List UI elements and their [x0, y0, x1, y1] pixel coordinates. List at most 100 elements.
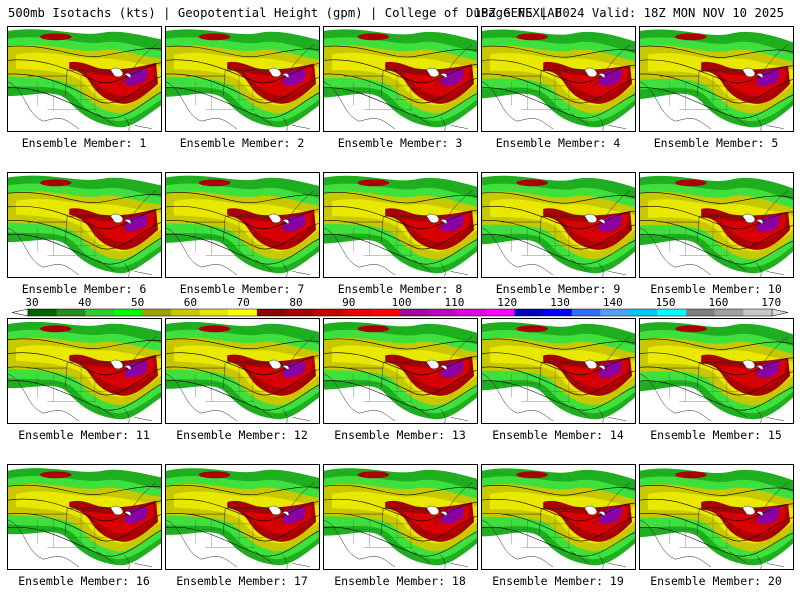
- colorbar-swatch: [571, 309, 601, 316]
- map-svg: [640, 29, 793, 131]
- ensemble-member-label: Ensemble Member: 8: [337, 282, 463, 296]
- height-contour: [482, 338, 635, 350]
- map-svg: [640, 175, 793, 277]
- height-contour: [324, 352, 477, 376]
- height-contour: [482, 206, 635, 230]
- great-lakes: [742, 359, 764, 371]
- ensemble-member-map: [481, 172, 636, 278]
- great-lakes: [584, 67, 606, 79]
- height-contour: [8, 73, 161, 104]
- isotach-band: [357, 325, 390, 333]
- great-lakes: [742, 67, 764, 79]
- colorbar-swatch: [85, 309, 115, 316]
- height-contour: [482, 485, 635, 496]
- map-svg: [166, 468, 319, 569]
- height-contour: [640, 513, 793, 542]
- coastline: [440, 117, 469, 131]
- isotach-band: [516, 179, 548, 187]
- ensemble-member-map: [165, 26, 320, 132]
- coastline: [282, 117, 311, 131]
- height-contour: [166, 498, 319, 522]
- ensemble-member-label: Ensemble Member: 3: [337, 136, 463, 150]
- isotach-band: [198, 33, 231, 41]
- ensemble-member-label: Ensemble Member: 20: [650, 574, 782, 588]
- height-contour: [324, 485, 477, 496]
- ensemble-member-map: [323, 464, 478, 570]
- coastline: [324, 482, 473, 568]
- colorbar-swatch: [142, 309, 172, 316]
- height-contour: [324, 513, 477, 542]
- coastline: [640, 190, 789, 276]
- ensemble-member-map: [7, 172, 162, 278]
- isotach-band: [675, 325, 707, 333]
- coastline: [756, 409, 785, 423]
- isotach-band: [282, 69, 307, 86]
- great-lakes: [584, 359, 606, 371]
- coastline: [282, 263, 311, 277]
- ensemble-member-map: [481, 464, 636, 570]
- colorbar-swatch: [256, 309, 286, 316]
- isotach-band: [598, 69, 623, 87]
- coastline: [640, 44, 789, 130]
- colorbar-tick-label: 50: [131, 296, 144, 309]
- ensemble-member-label: Ensemble Member: 5: [653, 136, 779, 150]
- isotach-colorbar: 30 40 50 60 70 80 90 100 110 120 130 140 150 160 170: [0, 295, 800, 325]
- coastline: [598, 555, 627, 569]
- height-contour: [324, 205, 477, 230]
- ensemble-member-label: Ensemble Member: 14: [492, 428, 624, 442]
- coastline: [124, 117, 153, 131]
- great-lakes: [110, 213, 132, 225]
- isotach-band: [675, 471, 707, 479]
- great-lakes: [742, 213, 764, 225]
- state-borders: [501, 222, 581, 258]
- state-borders: [501, 368, 581, 404]
- great-lakes: [268, 67, 290, 79]
- coastline: [124, 263, 153, 277]
- map-svg: [8, 175, 161, 277]
- height-contour: [166, 73, 319, 104]
- isotach-band: [357, 179, 390, 187]
- isotach-band: [516, 33, 548, 41]
- height-contour: [640, 338, 793, 350]
- state-borders: [343, 368, 423, 404]
- state-borders: [659, 222, 739, 258]
- colorbar-swatch: [485, 309, 515, 316]
- colorbar-swatch: [113, 309, 143, 316]
- ensemble-member-label: Ensemble Member: 11: [18, 428, 150, 442]
- coastline: [756, 263, 785, 277]
- ensemble-member-label: Ensemble Member: 13: [334, 428, 466, 442]
- coastline: [598, 263, 627, 277]
- ensemble-member-map: [7, 26, 162, 132]
- isotach-band: [357, 33, 390, 41]
- ensemble-member-label: Ensemble Member: 12: [176, 428, 308, 442]
- state-borders: [27, 222, 107, 258]
- isotach-band: [39, 471, 72, 479]
- height-contour: [324, 59, 477, 84]
- state-borders: [659, 368, 739, 404]
- state-borders: [659, 514, 739, 550]
- title-right: 18Z GEFS | F024 Valid: 18Z MON NOV 10 20…: [473, 6, 784, 20]
- height-contour: [640, 206, 793, 230]
- map-svg: [324, 29, 477, 131]
- height-contour: [640, 485, 793, 496]
- height-contour: [8, 205, 161, 230]
- ensemble-member-label: Ensemble Member: 4: [495, 136, 621, 150]
- coastline: [324, 190, 473, 276]
- coastline: [440, 409, 469, 423]
- isotach-band: [440, 361, 465, 378]
- coastline: [8, 44, 157, 130]
- map-svg: [482, 29, 635, 131]
- title-left: 500mb Isotachs (kts) | Geopotential Heig…: [8, 6, 563, 20]
- isotach-band: [39, 325, 72, 333]
- ensemble-member-label: Ensemble Member: 15: [650, 428, 782, 442]
- great-lakes: [268, 359, 290, 371]
- isotach-band: [756, 507, 781, 525]
- colorbar-tick-label: 70: [237, 296, 250, 309]
- colorbar-swatch: [171, 309, 200, 316]
- colorbar-tick-label: 30: [25, 296, 38, 309]
- coastline: [640, 336, 789, 422]
- colorbar-tick-label: 150: [656, 296, 676, 309]
- coastline: [482, 482, 631, 568]
- coastline: [8, 482, 157, 568]
- map-svg: [166, 321, 319, 423]
